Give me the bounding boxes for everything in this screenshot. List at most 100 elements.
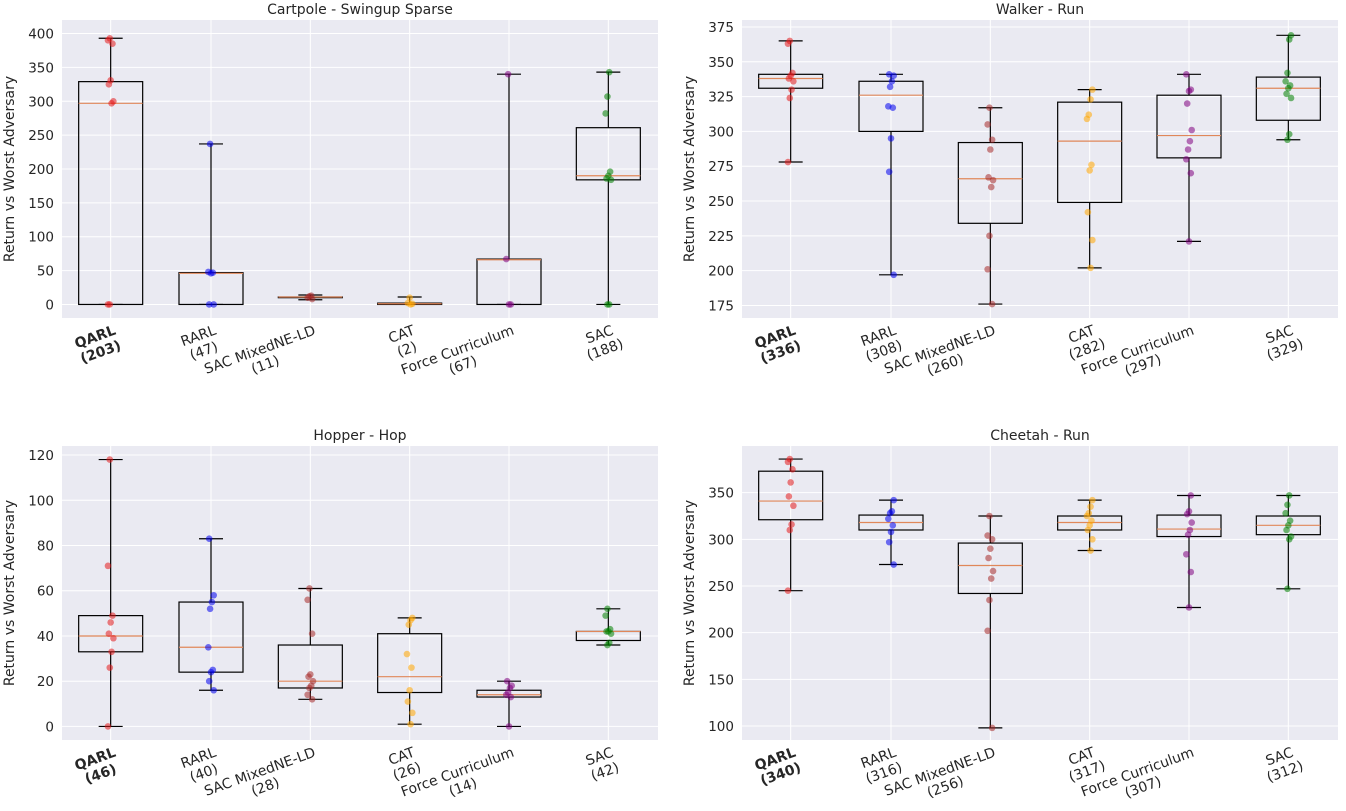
data-point: [205, 268, 212, 276]
data-point: [503, 677, 511, 685]
y-tick-label: 350: [708, 486, 734, 502]
data-point: [986, 596, 993, 604]
data-point: [508, 682, 515, 690]
x-tick-label: SAC MixedNE-LD(11): [202, 323, 323, 393]
x-tick-label: SAC(329): [1259, 321, 1305, 364]
y-tick-label: 300: [28, 94, 54, 110]
data-point: [886, 83, 894, 91]
data-point: [409, 709, 416, 717]
box-QARL: [758, 37, 824, 166]
data-point: [210, 686, 217, 694]
data-point: [106, 456, 114, 463]
y-axis-label: Return vs Worst Adversary: [2, 76, 18, 262]
x-tick-label: SAC(312): [1259, 743, 1305, 786]
data-point: [1285, 492, 1293, 499]
data-point: [786, 526, 794, 534]
y-tick-label: 225: [708, 229, 734, 245]
y-tick-label: 80: [37, 539, 54, 555]
y-tick-label: 100: [708, 719, 734, 735]
data-point: [605, 639, 613, 647]
data-point: [307, 292, 315, 299]
data-point: [205, 301, 213, 308]
data-point: [1282, 509, 1289, 517]
x-tick-label: SAC MixedNE-LD(28): [202, 745, 323, 811]
data-point: [1086, 167, 1093, 174]
data-point: [1089, 536, 1096, 543]
data-point: [1183, 155, 1190, 163]
data-point: [406, 686, 413, 694]
data-point: [104, 723, 112, 730]
box-SAC MixedNE-LD: [277, 585, 343, 703]
data-point: [104, 562, 112, 570]
data-point: [108, 648, 115, 656]
data-point: [106, 664, 114, 671]
y-tick-label: 350: [708, 55, 734, 71]
category-score: (2): [395, 339, 419, 361]
box-SAC MixedNE-LD: [957, 512, 1023, 732]
data-point: [784, 158, 792, 166]
iqr-box: [957, 542, 1023, 595]
x-tick-label: SAC(188): [579, 321, 625, 364]
data-point: [885, 538, 893, 546]
data-point: [105, 630, 113, 638]
data-point: [784, 587, 792, 594]
data-point: [206, 605, 214, 613]
data-point: [1085, 509, 1093, 517]
data-point: [888, 508, 896, 515]
y-tick-label: 325: [708, 90, 734, 106]
data-point: [786, 37, 794, 45]
data-point: [604, 605, 611, 613]
data-point: [505, 723, 513, 730]
x-tick-label: QARL(203): [73, 323, 124, 368]
data-point: [1185, 238, 1193, 245]
subplot-title: Cartpole - Swingup Sparse: [267, 2, 453, 18]
box-CAT: [377, 614, 443, 728]
x-tick-label: CAT(26): [385, 744, 423, 784]
data-point: [985, 174, 992, 181]
data-point: [404, 299, 412, 307]
subplot-2: 0 20 40 60 80 100 120 Hopper - Hop Return vs Wor…: [2, 428, 658, 811]
data-point: [206, 140, 214, 148]
y-tick-label: 200: [28, 162, 54, 178]
box-QARL: [78, 456, 144, 730]
box-CAT: [1057, 496, 1123, 554]
y-tick-label: 60: [37, 584, 54, 600]
y-tick-label: 250: [28, 128, 54, 144]
y-tick-label: 20: [37, 674, 54, 690]
data-point: [1284, 69, 1291, 77]
data-point: [1286, 82, 1294, 89]
y-tick-label: 400: [28, 27, 54, 43]
data-point: [205, 643, 212, 651]
subplot-0: 0 50 100 150 200 250 300 350 400 Cartpole - Swing…: [2, 2, 658, 393]
data-point: [1287, 94, 1295, 102]
data-point: [1284, 585, 1291, 593]
box-SAC: [1255, 32, 1321, 144]
data-point: [986, 104, 993, 112]
box-QARL: [78, 34, 144, 308]
y-tick-label: 350: [28, 60, 54, 76]
data-point: [1285, 130, 1293, 138]
data-point: [1085, 111, 1093, 118]
data-point: [885, 103, 892, 110]
data-point: [307, 671, 314, 678]
data-point: [602, 612, 609, 619]
data-point: [988, 300, 996, 308]
y-axis-label: Return vs Worst Adversary: [2, 500, 18, 686]
y-tick-label: 150: [28, 196, 54, 212]
data-point: [304, 691, 311, 699]
data-point: [786, 455, 794, 463]
data-point: [988, 536, 996, 543]
data-point: [1282, 77, 1289, 85]
y-tick-label: 250: [708, 579, 734, 595]
data-point: [1088, 161, 1095, 169]
data-point: [407, 720, 414, 728]
y-tick-label: 0: [45, 297, 54, 313]
data-point: [1185, 508, 1193, 515]
data-point: [790, 502, 797, 510]
data-point: [1088, 517, 1095, 524]
data-point: [404, 698, 412, 705]
x-tick-label: SAC MixedNE-LD(256): [882, 745, 1003, 811]
data-point: [606, 625, 614, 633]
y-tick-label: 150: [708, 672, 734, 688]
data-point: [110, 634, 117, 642]
